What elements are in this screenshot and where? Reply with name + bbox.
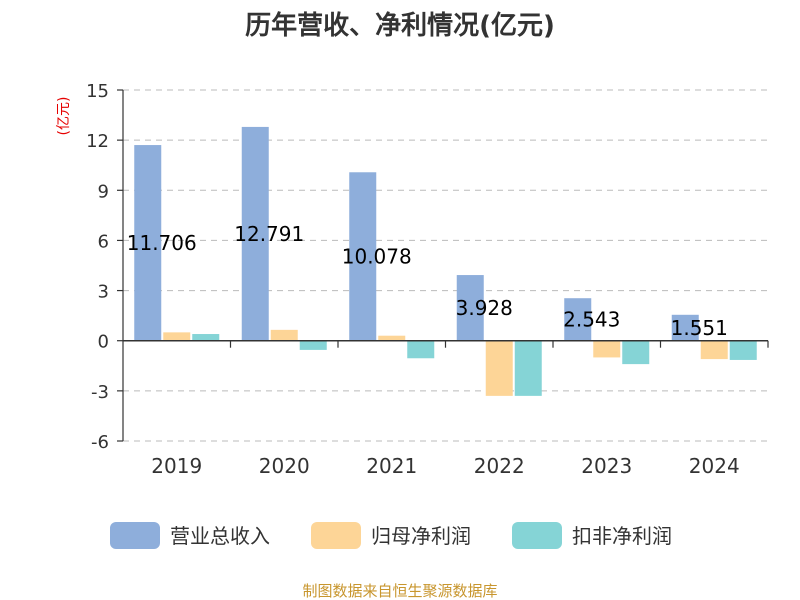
data-label: 2.543 — [563, 307, 620, 331]
data-labels: 11.706 12.791 10.078 3.928 2.543 1.551 — [127, 222, 728, 340]
data-label: 3.928 — [456, 296, 513, 320]
data-label: 10.078 — [342, 244, 412, 268]
bar — [134, 145, 162, 341]
legend-label: 归母净利润 — [371, 524, 471, 548]
bars — [134, 126, 757, 396]
x-tick-label: 2020 — [259, 454, 310, 478]
y-tick-label: -3 — [91, 382, 109, 403]
axes: 15 12 9 6 3 0 -3 -6 2019 2020 2021 2022 2023 2024 — [86, 81, 769, 478]
data-label: 1.551 — [671, 316, 728, 340]
bar — [270, 329, 298, 341]
bar — [299, 340, 327, 350]
bar — [241, 126, 269, 341]
bar — [729, 340, 757, 360]
x-tick-label: 2021 — [366, 454, 417, 478]
x-tick-label: 2019 — [151, 454, 202, 478]
y-tick-label: 6 — [98, 231, 109, 252]
bar — [485, 340, 513, 396]
legend-label: 营业总收入 — [170, 524, 270, 548]
data-label: 11.706 — [127, 231, 197, 255]
data-label: 12.791 — [234, 222, 304, 246]
x-tick-label: 2024 — [689, 454, 740, 478]
y-axis-unit: (亿元) — [56, 97, 72, 136]
bar — [593, 340, 621, 358]
chart-title: 历年营收、净利情况(亿元) — [245, 10, 555, 41]
legend-swatch — [311, 522, 361, 549]
bar — [700, 340, 728, 360]
bar — [456, 275, 484, 341]
bar — [192, 334, 220, 341]
legend-swatch — [512, 522, 562, 549]
bar — [163, 332, 191, 341]
y-tick-label: 3 — [98, 282, 109, 303]
bar — [407, 340, 435, 359]
y-tick-label: 15 — [86, 81, 109, 102]
y-tick-label: 0 — [98, 332, 109, 353]
legend: 营业总收入 归母净利润 扣非净利润 — [110, 522, 672, 549]
y-tick-label: -6 — [91, 432, 109, 453]
y-tick-label: 9 — [98, 181, 109, 202]
bar — [564, 298, 592, 341]
x-tick-label: 2023 — [581, 454, 632, 478]
y-tick-label: 12 — [86, 131, 109, 152]
legend-label: 扣非净利润 — [572, 524, 672, 548]
bar — [378, 335, 406, 341]
bar — [514, 340, 542, 396]
source-note: 制图数据来自恒生聚源数据库 — [302, 582, 497, 600]
x-tick-label: 2022 — [474, 454, 525, 478]
legend-swatch — [110, 522, 160, 549]
bar — [349, 172, 377, 341]
bar — [622, 340, 650, 365]
bar — [671, 314, 699, 341]
gridlines — [123, 89, 768, 442]
